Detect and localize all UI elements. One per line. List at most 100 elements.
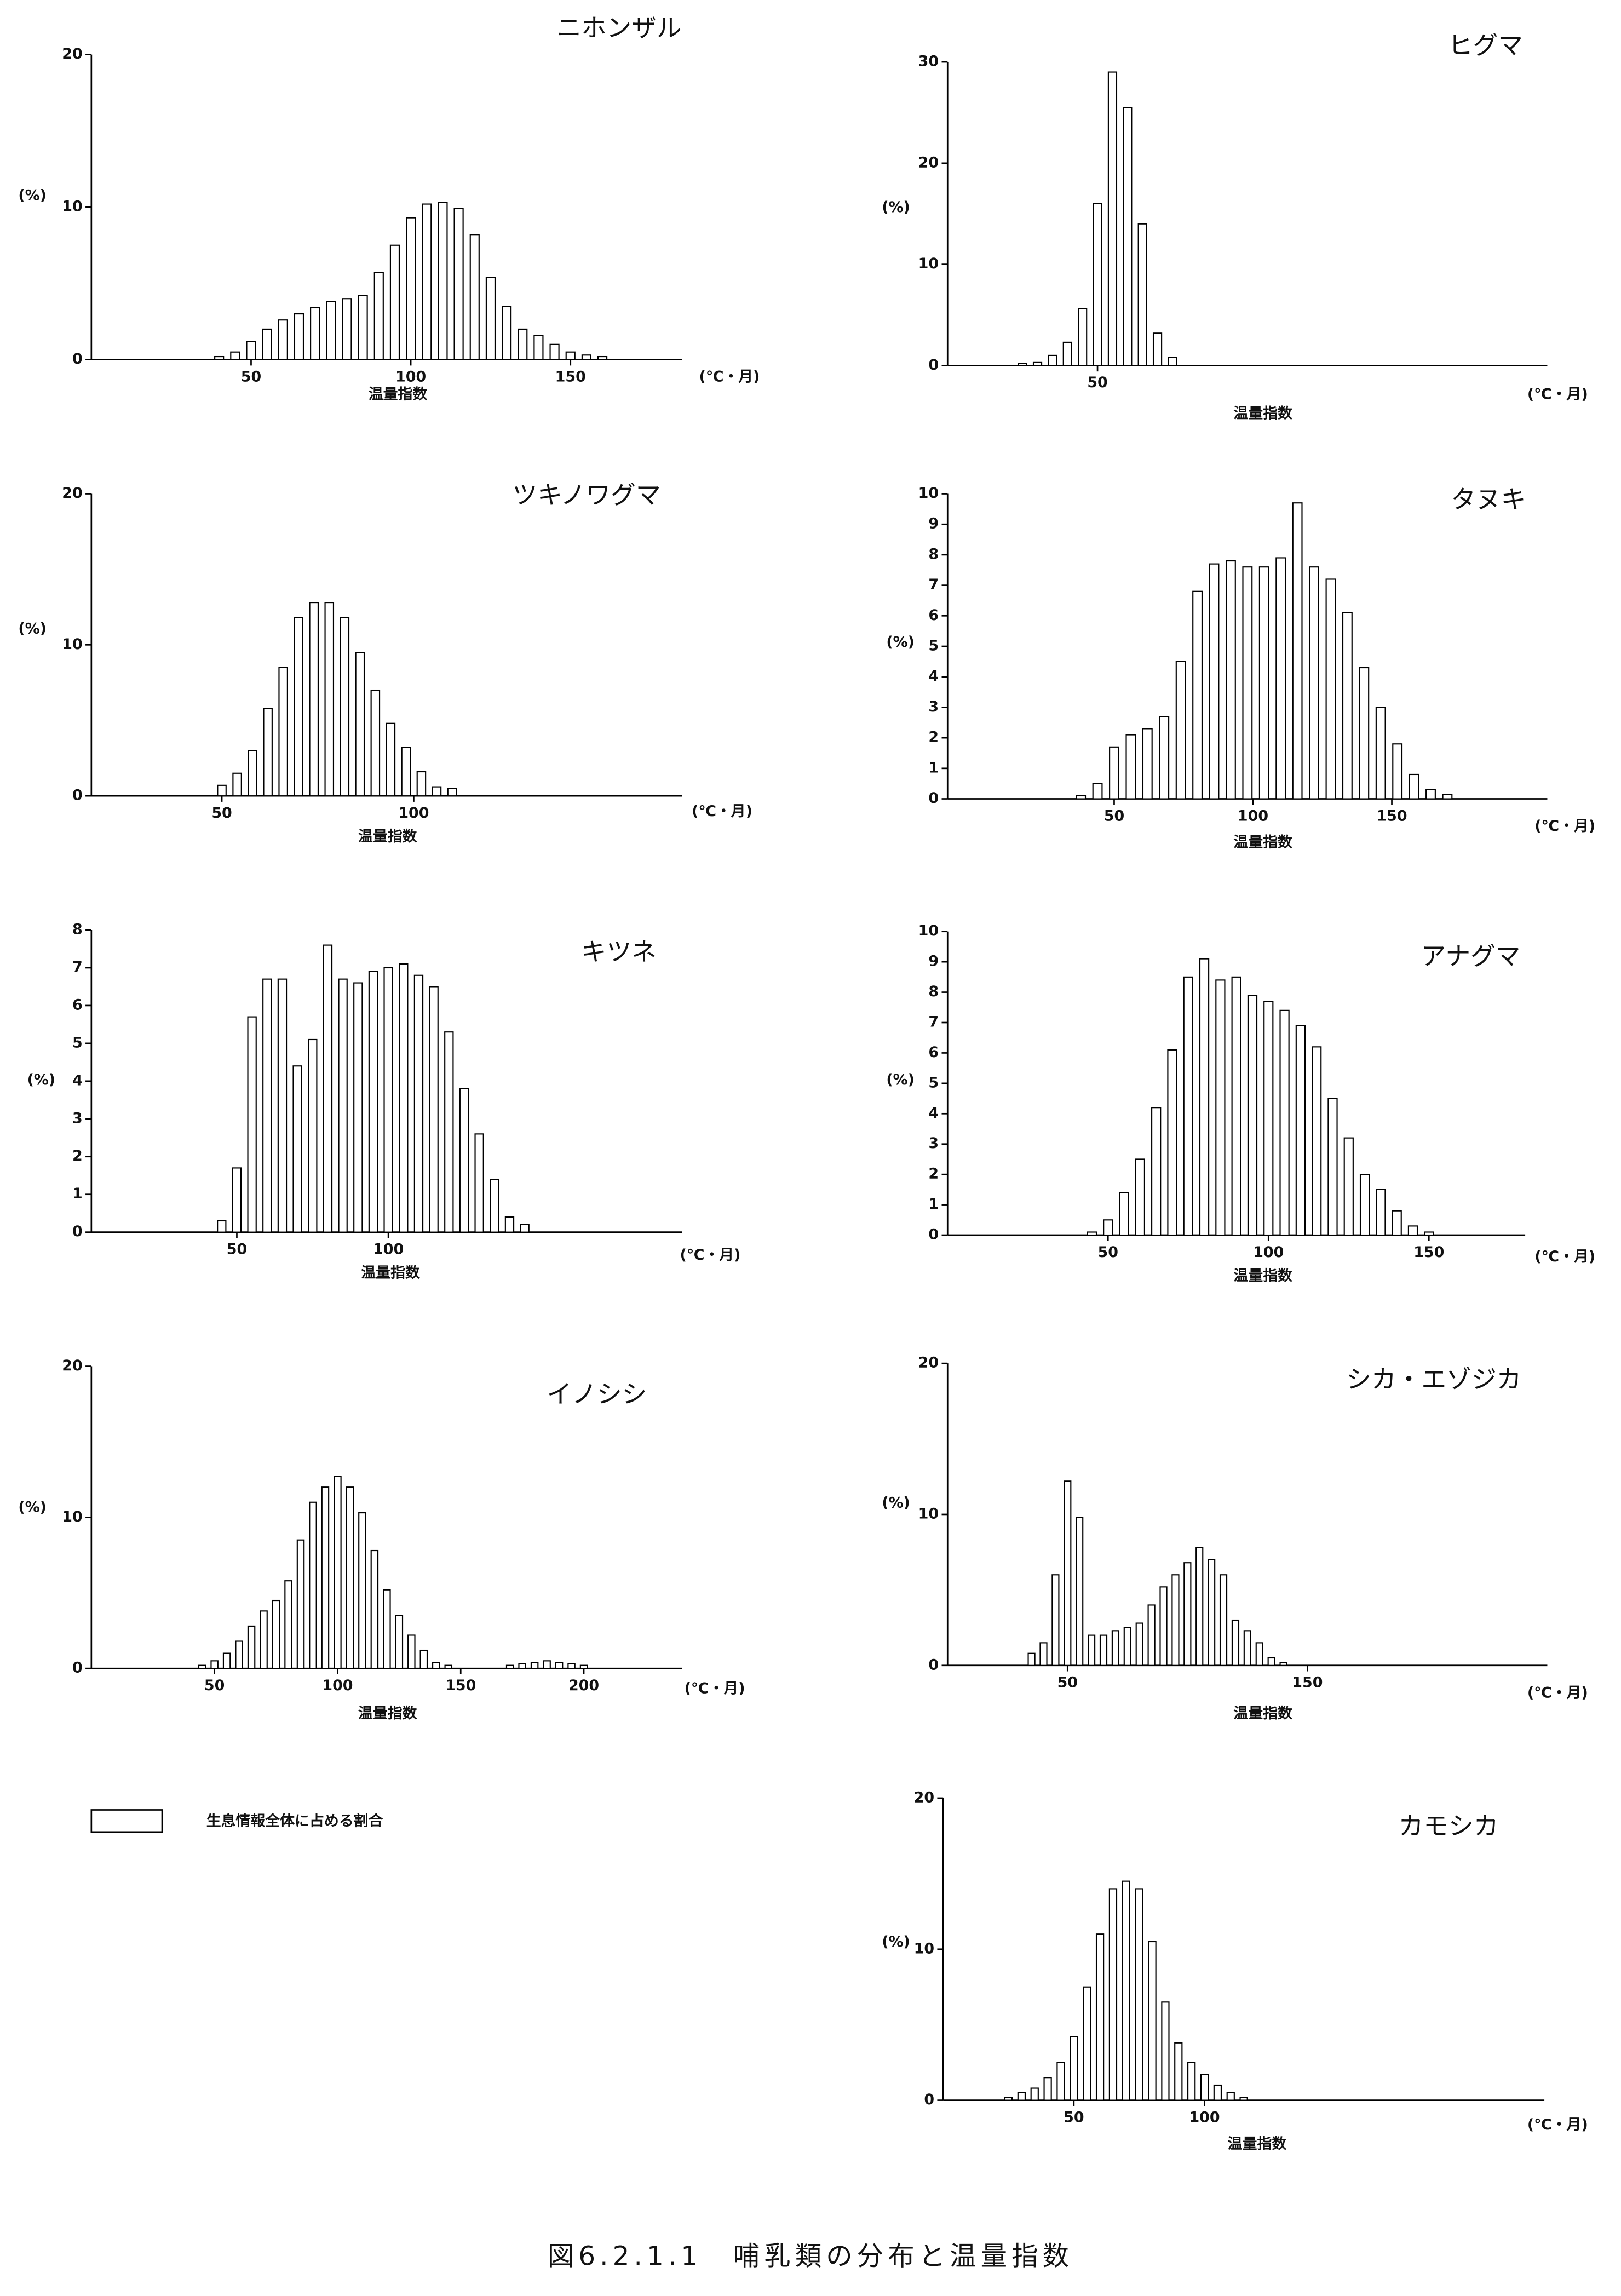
bar xyxy=(579,1664,588,1669)
x-tick-label: 200 xyxy=(568,1677,599,1694)
bar xyxy=(565,351,576,360)
bar xyxy=(1243,1630,1251,1666)
y-tick-label: 10 xyxy=(62,198,82,215)
bar xyxy=(1043,2077,1052,2101)
bar xyxy=(395,1615,404,1669)
bar xyxy=(530,1662,539,1669)
bar xyxy=(1279,1009,1290,1236)
bar xyxy=(1018,363,1027,366)
bar xyxy=(358,295,368,360)
bar xyxy=(432,1662,440,1669)
bar xyxy=(444,1664,453,1669)
x-axis-label: 温量指数 xyxy=(358,1705,417,1722)
bar xyxy=(358,1512,366,1669)
x-tick-label: 100 xyxy=(395,368,426,385)
x-axis-unit: (℃・月) xyxy=(692,803,752,820)
y-tick-label: 3 xyxy=(928,698,939,715)
y-tick-label: 8 xyxy=(928,546,939,562)
bar xyxy=(485,277,496,360)
bar xyxy=(1183,1562,1192,1666)
bar xyxy=(444,1031,454,1233)
bar xyxy=(407,1634,416,1669)
bar xyxy=(1292,502,1303,800)
y-tick-label: 20 xyxy=(918,1354,939,1371)
bar xyxy=(373,272,384,360)
y-tick-label: 1 xyxy=(72,1185,83,1202)
bar xyxy=(1108,1888,1118,2101)
bar xyxy=(1275,557,1286,800)
bar xyxy=(518,1663,526,1669)
y-tick-label: 3 xyxy=(928,1135,939,1152)
bar xyxy=(1226,2092,1235,2101)
bar xyxy=(1263,1001,1274,1236)
legend-swatch xyxy=(90,1809,163,1833)
y-tick-label: 10 xyxy=(918,1505,939,1522)
bar xyxy=(222,1652,231,1669)
bar xyxy=(567,1663,576,1669)
y-tick-label: 2 xyxy=(928,729,939,746)
y-tick-label: 5 xyxy=(72,1034,83,1051)
bar xyxy=(1192,590,1203,800)
chart-title: シカ・エゾジカ xyxy=(1346,1365,1521,1394)
bar xyxy=(263,708,273,797)
bar xyxy=(1392,1210,1402,1236)
x-axis-label: 温量指数 xyxy=(361,1264,420,1281)
bar xyxy=(1183,976,1193,1236)
bar xyxy=(1168,357,1177,366)
bar xyxy=(1442,794,1453,800)
bar xyxy=(1231,1619,1240,1666)
bar xyxy=(1200,2074,1209,2101)
bar xyxy=(1161,2001,1170,2101)
bar xyxy=(1407,1225,1418,1236)
x-axis-unit: (℃・月) xyxy=(1527,1684,1588,1701)
bar xyxy=(1109,746,1119,800)
bar xyxy=(1239,2097,1248,2101)
bar xyxy=(309,602,319,797)
bar xyxy=(401,747,411,797)
bar xyxy=(413,974,424,1233)
bar xyxy=(1099,1634,1108,1666)
bar xyxy=(292,1065,302,1233)
y-tick-label: 0 xyxy=(924,2091,934,2108)
bar xyxy=(1295,1025,1306,1236)
bar xyxy=(214,355,225,360)
y-tick-label: 10 xyxy=(62,636,82,653)
bar xyxy=(490,1179,499,1233)
y-tick-label: 8 xyxy=(928,983,939,1000)
bar xyxy=(1424,1231,1434,1236)
y-tick-label: 6 xyxy=(72,996,83,1013)
x-tick-label: 50 xyxy=(227,1241,247,1258)
bar xyxy=(1093,203,1102,366)
bar xyxy=(1171,1574,1180,1666)
x-tick-label: 50 xyxy=(1104,807,1124,824)
bar xyxy=(1309,566,1319,800)
x-axis-unit: (℃・月) xyxy=(1534,818,1595,835)
bar xyxy=(334,1476,342,1669)
bar xyxy=(1159,716,1170,800)
bar xyxy=(1111,1630,1120,1666)
y-axis-label: (%) xyxy=(882,1933,910,1950)
bar xyxy=(581,354,592,360)
x-axis-label: 温量指数 xyxy=(1233,1705,1292,1722)
bar xyxy=(210,1660,219,1669)
x-tick-label: 50 xyxy=(211,805,232,822)
y-tick-label: 2 xyxy=(928,1166,939,1183)
y-tick-label: 0 xyxy=(72,351,83,368)
bar xyxy=(262,328,272,360)
y-tick-label: 0 xyxy=(928,1656,939,1673)
bar xyxy=(432,786,442,797)
bar xyxy=(543,1660,551,1669)
y-tick-label: 1 xyxy=(928,1196,939,1213)
bar xyxy=(368,971,378,1233)
bar xyxy=(555,1662,564,1669)
y-tick-label: 30 xyxy=(918,53,939,70)
bar xyxy=(386,722,396,797)
bar xyxy=(1092,783,1103,800)
bar xyxy=(1159,1586,1168,1666)
x-axis-label: 温量指数 xyxy=(1233,1267,1292,1284)
bar xyxy=(1409,773,1419,800)
bar xyxy=(284,1580,292,1669)
bar xyxy=(1425,789,1436,800)
chart-title: イノシシ xyxy=(547,1380,647,1409)
